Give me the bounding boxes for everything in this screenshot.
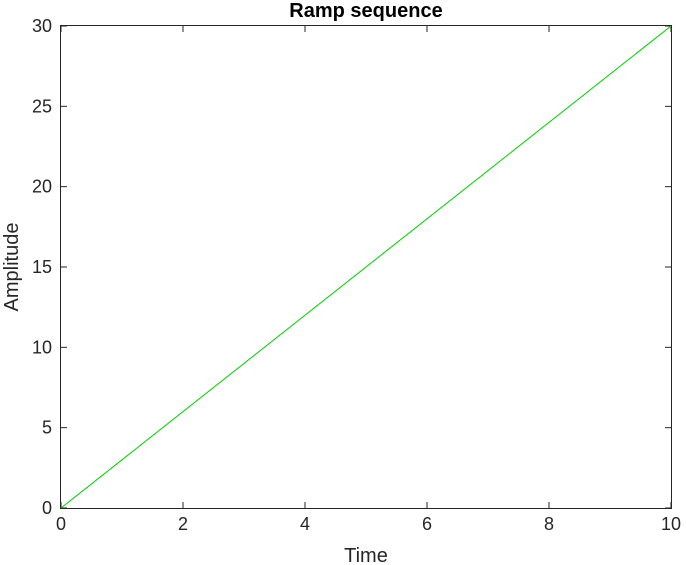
y-tick-label: 20 bbox=[32, 177, 52, 197]
chart-title: Ramp sequence bbox=[289, 0, 442, 22]
y-tick-label: 0 bbox=[42, 498, 52, 518]
x-tick-label: 4 bbox=[300, 514, 310, 534]
y-tick-label: 15 bbox=[32, 257, 52, 277]
x-tick-label: 0 bbox=[56, 514, 66, 534]
x-tick-label: 8 bbox=[544, 514, 554, 534]
axis-ticks: 0 2 4 6 8 10 0 5 10 15 20 25 30 bbox=[32, 16, 681, 534]
series-layer bbox=[60, 25, 672, 509]
x-tick-label: 2 bbox=[178, 514, 188, 534]
x-tick-label: 6 bbox=[422, 514, 432, 534]
x-axis-title: Time bbox=[344, 545, 388, 565]
x-tick-label: 10 bbox=[661, 514, 681, 534]
y-axis-title: Amplitude bbox=[1, 223, 23, 312]
y-tick-label: 30 bbox=[32, 16, 52, 36]
series-line bbox=[60, 25, 672, 509]
y-tick-label: 5 bbox=[42, 418, 52, 438]
y-tick-label: 10 bbox=[32, 337, 52, 357]
y-tick-label: 25 bbox=[32, 96, 52, 116]
